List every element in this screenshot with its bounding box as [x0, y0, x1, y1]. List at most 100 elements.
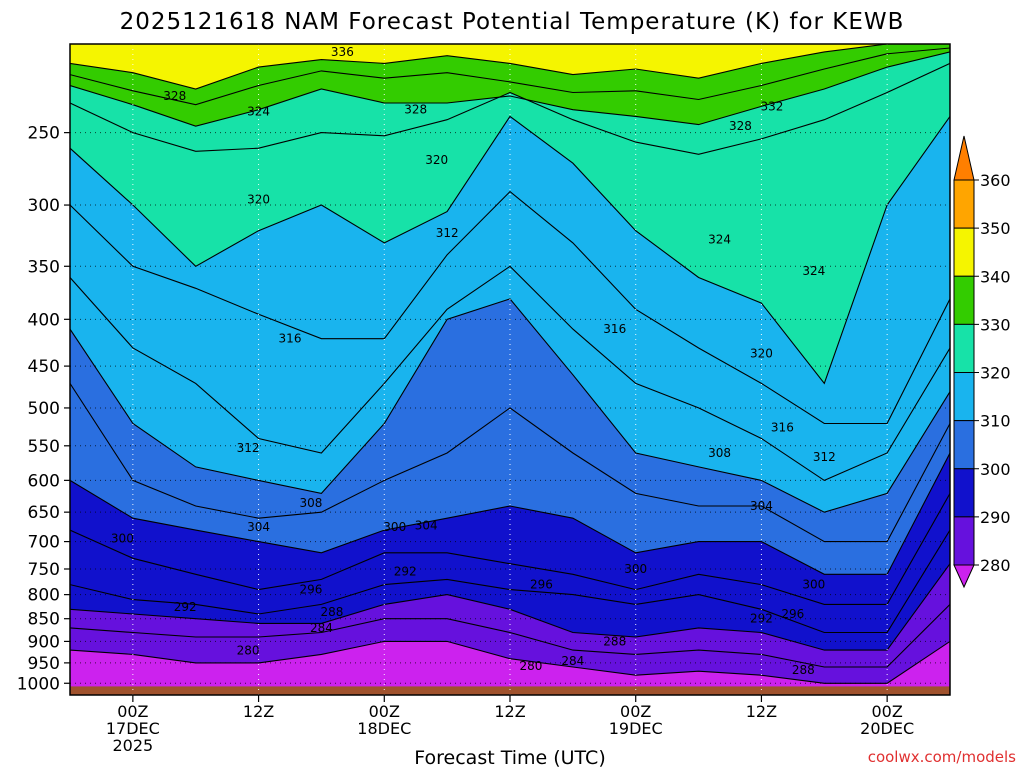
contour-label: 312 — [813, 450, 836, 464]
chart-title: 2025121618 NAM Forecast Potential Temper… — [120, 9, 905, 35]
colorbar-label: 330 — [980, 315, 1011, 334]
surface-terrain — [70, 686, 950, 695]
contour-label: 296 — [299, 583, 322, 597]
fill-band-280 — [70, 641, 950, 695]
contour-lines — [70, 44, 950, 684]
colorbar-box — [953, 227, 975, 277]
contour-line-316 — [70, 190, 950, 425]
contour-line-300 — [70, 452, 950, 575]
contour-label: 300 — [802, 578, 825, 592]
contour-label: 296 — [781, 607, 804, 621]
contour-labels: 336 328 324 328 332 328 320 320 324 324 312 316 316 3… — [111, 45, 836, 677]
y-tick-label: 700 — [28, 533, 60, 553]
colorbar-label: 350 — [980, 219, 1011, 238]
colorbar-label: 300 — [980, 460, 1011, 479]
contour-label: 284 — [310, 621, 333, 635]
colorbar-box — [953, 420, 975, 470]
y-tick-label: 350 — [28, 257, 60, 277]
contour-label: 308 — [299, 496, 322, 510]
contour-label: 288 — [792, 663, 815, 677]
contour-line-308 — [70, 298, 950, 513]
contour-line-280 — [70, 640, 950, 684]
contour-label: 324 — [247, 104, 270, 118]
x-tick-label: 12Z — [243, 702, 274, 721]
y-tick-label: 550 — [28, 437, 60, 457]
credit-text: coolwx.com/models — [868, 748, 1016, 766]
contour-label: 312 — [237, 441, 260, 455]
x-tick-label: 17DEC — [106, 719, 160, 738]
contour-label: 324 — [802, 264, 825, 278]
colorbar-box — [953, 323, 975, 373]
contour-label: 280 — [237, 644, 260, 658]
contour-label: 284 — [561, 654, 584, 668]
contour-line-324 — [70, 62, 950, 155]
colorbar-box — [953, 179, 975, 229]
contour-label: 320 — [425, 153, 448, 167]
x-tick-label: 18DEC — [357, 719, 411, 738]
colorbar-box — [953, 516, 975, 566]
contour-label: 304 — [247, 520, 270, 534]
y-tick-label: 450 — [28, 357, 60, 377]
colorbar-box — [953, 275, 975, 325]
x-tick-label: 00Z — [117, 702, 148, 721]
y-tick-label: 850 — [28, 610, 60, 630]
contour-label: 280 — [519, 659, 542, 673]
y-tick-label: 1000 — [17, 674, 60, 694]
contour-label: 328 — [163, 89, 186, 103]
contour-label: 320 — [750, 347, 773, 361]
contour-label: 292 — [750, 612, 773, 626]
contour-label: 316 — [603, 322, 626, 336]
contour-label: 336 — [331, 45, 354, 59]
colorbar-bottom-arrow — [953, 564, 975, 589]
contour-line-332 — [70, 47, 950, 106]
y-tick-label: 950 — [28, 654, 60, 674]
contour-label: 316 — [279, 332, 302, 346]
colorbar-label: 290 — [980, 508, 1011, 527]
contour-label: 288 — [603, 634, 626, 648]
colorbar-top-arrow — [953, 135, 975, 181]
contour-line-296 — [70, 493, 950, 605]
y-tick-label: 900 — [28, 632, 60, 652]
contour-label: 304 — [415, 518, 438, 532]
colorbar-box — [953, 468, 975, 518]
contour-label: 312 — [436, 226, 459, 240]
x-axis-label: Forecast Time (UTC) — [414, 747, 605, 768]
x-tick-label: 00Z — [369, 702, 400, 721]
colorbar-label: 280 — [980, 556, 1011, 575]
contour-line-336 — [70, 44, 950, 90]
contour-label: 292 — [174, 600, 197, 614]
plot-area — [70, 44, 950, 695]
y-tick-label: 400 — [28, 310, 60, 330]
x-tick-label: 00Z — [871, 702, 902, 721]
y-tick-label: 800 — [28, 586, 60, 606]
y-tick-label: 600 — [28, 471, 60, 491]
x-tick-label: 20DEC — [860, 719, 914, 738]
contour-line-284 — [70, 604, 950, 668]
contour-label: 316 — [771, 420, 794, 434]
x-tick-label: 00Z — [620, 702, 651, 721]
x-tick-label: 12Z — [746, 702, 777, 721]
contour-label: 304 — [750, 499, 773, 513]
colorbar-label: 360 — [980, 171, 1011, 190]
colorbar-label: 320 — [980, 364, 1011, 383]
contour-label: 300 — [111, 532, 134, 546]
contour-label: 328 — [404, 103, 427, 117]
contour-line-320 — [70, 115, 950, 385]
y-tick-label: 500 — [28, 399, 60, 419]
y-axis: 2503003504004505005506006507007508008509… — [17, 124, 70, 694]
x-tick-label: 19DEC — [609, 719, 663, 738]
grid-lines — [70, 44, 950, 695]
contour-label: 328 — [729, 119, 752, 133]
contour-label: 292 — [394, 565, 417, 579]
y-tick-label: 300 — [28, 196, 60, 216]
contour-label: 300 — [624, 562, 647, 576]
y-tick-label: 650 — [28, 503, 60, 523]
y-tick-label: 250 — [28, 124, 60, 144]
contour-label: 308 — [708, 446, 731, 460]
colorbar-box — [953, 372, 975, 422]
contour-label: 288 — [320, 605, 343, 619]
contour-label: 332 — [760, 99, 783, 113]
x-tick-label: 2025 — [112, 736, 153, 755]
